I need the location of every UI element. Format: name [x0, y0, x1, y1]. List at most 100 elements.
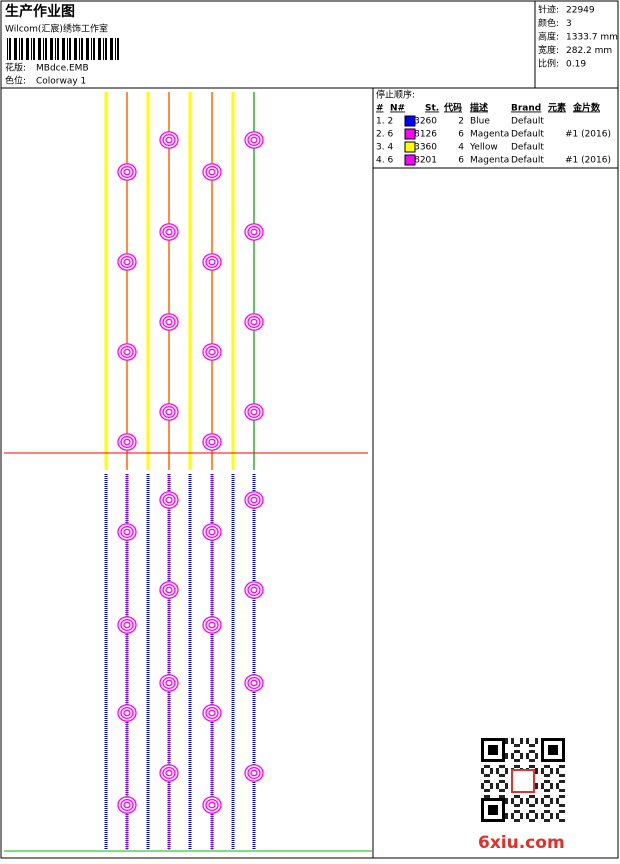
rose [165, 136, 173, 144]
qr-cell [556, 801, 559, 804]
qr-cell [547, 789, 550, 792]
qr-cell [529, 744, 532, 747]
rose [208, 709, 216, 717]
qr-cell [511, 813, 514, 816]
bar [115, 38, 116, 60]
qr-cell [520, 738, 523, 741]
qr-cell [505, 813, 508, 816]
qr-cell [499, 789, 502, 792]
qr-cell [559, 789, 562, 792]
rose [250, 136, 258, 144]
qr-cell [505, 783, 508, 786]
rose [208, 258, 216, 266]
qr-cell [532, 765, 535, 768]
title: 生产作业图 [5, 3, 75, 20]
qr-cell [559, 795, 562, 798]
table-header: N# [390, 104, 405, 114]
qr-cell [520, 741, 523, 744]
qr-cell [505, 816, 508, 819]
rose [205, 525, 219, 539]
table-header: 金片数 [572, 102, 601, 114]
qr-cell [562, 789, 565, 792]
rose [120, 706, 134, 720]
bar [110, 38, 113, 60]
bar [79, 38, 80, 60]
stat-label: 高度: [538, 31, 559, 43]
rose [120, 165, 134, 179]
rose [247, 676, 261, 690]
rose [250, 769, 258, 777]
qr-cell [526, 753, 529, 756]
qr-finder [488, 805, 498, 815]
qr-cell [505, 771, 508, 774]
sequins: #1 (2016) [565, 156, 611, 166]
qr-cell [481, 771, 484, 774]
qr-cell [556, 813, 559, 816]
rose [247, 493, 261, 507]
qr-cell [511, 816, 514, 819]
rose [165, 679, 173, 687]
rose [208, 801, 216, 809]
bar [103, 38, 104, 60]
qr-cell [556, 771, 559, 774]
qr-cell [559, 819, 562, 822]
qr-cell [499, 765, 502, 768]
qr-cell [550, 816, 553, 819]
qr-cell [520, 816, 523, 819]
qr-cell [517, 804, 520, 807]
qr-cell [517, 765, 520, 768]
stat-value: 0.19 [566, 60, 586, 70]
table-header: 描述 [470, 102, 488, 114]
qr-cell [559, 774, 562, 777]
table-header: 代码 [443, 102, 462, 114]
qr-cell [562, 780, 565, 783]
rose [247, 766, 261, 780]
table-header: St. [425, 104, 439, 114]
qr-cell [547, 819, 550, 822]
bar [81, 38, 83, 60]
qr-cell [520, 753, 523, 756]
qr-cell [541, 798, 544, 801]
stitches: 8126 [414, 130, 437, 140]
qr-cell [526, 756, 529, 759]
qr-cell [544, 804, 547, 807]
qr-cell [529, 819, 532, 822]
rose [247, 225, 261, 239]
rose [162, 405, 176, 419]
rose [123, 621, 131, 629]
bar [9, 38, 11, 60]
qr-cell [505, 801, 508, 804]
rose [162, 583, 176, 597]
qr-cell [505, 738, 508, 741]
qr-cell [502, 765, 505, 768]
qr-cell [499, 795, 502, 798]
qr-cell [517, 819, 520, 822]
bar [21, 38, 23, 60]
qr-logo [511, 769, 535, 793]
qr-cell [487, 789, 490, 792]
qr-cell [559, 804, 562, 807]
table-title: 停止顺序: [376, 89, 415, 101]
qr-cell [517, 795, 520, 798]
row-num: 3. 4 [376, 143, 393, 153]
qr-cell [484, 795, 487, 798]
rose [208, 168, 216, 176]
qr-cell [556, 816, 559, 819]
stat-label: 颜色: [538, 17, 559, 29]
qr-cell [511, 756, 514, 759]
embroidery-design [4, 92, 372, 852]
qr-cell [535, 798, 538, 801]
qr-cell [484, 774, 487, 777]
qr-cell [529, 795, 532, 798]
table-header: 元素 [548, 102, 566, 114]
rose [205, 345, 219, 359]
qr-cell [556, 768, 559, 771]
rose [120, 618, 134, 632]
rose [123, 348, 131, 356]
qr-cell [562, 819, 565, 822]
rose [165, 228, 173, 236]
rose [205, 706, 219, 720]
qr-cell [514, 744, 517, 747]
bar [86, 38, 89, 60]
qr-cell [556, 783, 559, 786]
